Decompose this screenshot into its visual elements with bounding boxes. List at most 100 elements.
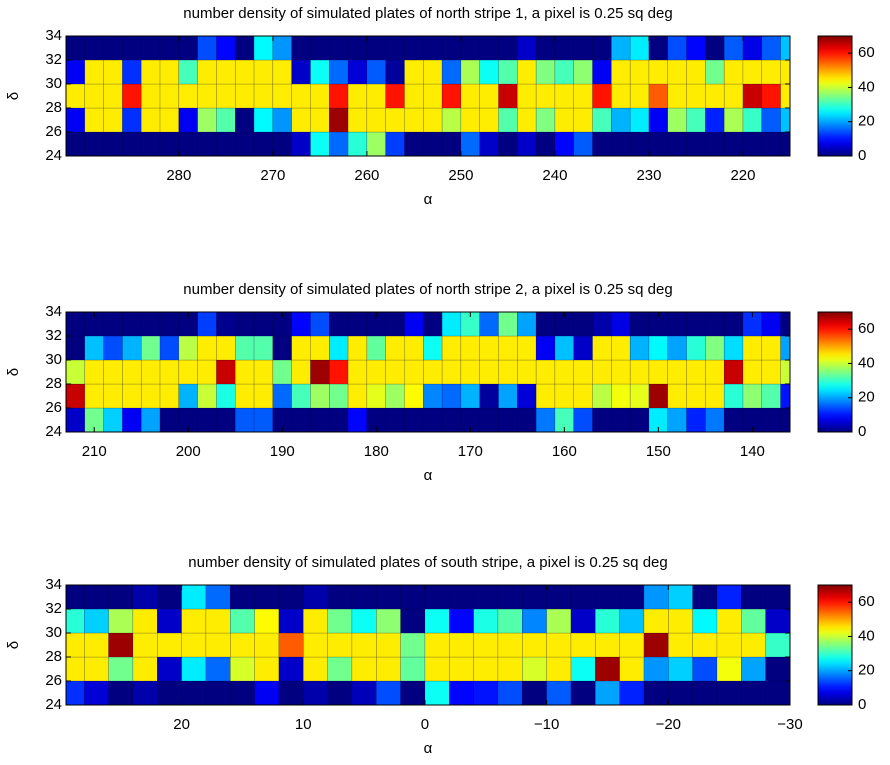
heatmap-cell xyxy=(84,107,104,133)
heatmap-cell xyxy=(667,83,687,109)
heatmap-cell xyxy=(132,680,158,705)
heatmap-cell xyxy=(132,585,158,610)
heatmap-cell xyxy=(351,585,377,610)
heatmap-cell xyxy=(761,36,781,61)
heatmap-cell xyxy=(546,656,572,682)
y-tick-label: 34 xyxy=(45,303,62,320)
heatmap-cell xyxy=(761,107,781,133)
heatmap-cell xyxy=(595,585,620,610)
heatmap-cell xyxy=(291,36,311,61)
heatmap-cell xyxy=(423,359,443,385)
heatmap-cell xyxy=(108,632,134,658)
heatmap-cell xyxy=(592,383,612,409)
heatmap-cell xyxy=(327,680,353,705)
heatmap-cell xyxy=(181,680,207,705)
heatmap-cell xyxy=(592,131,612,156)
heatmap-cell xyxy=(159,407,180,432)
heatmap-cell xyxy=(404,312,424,337)
heatmap-cell xyxy=(366,59,386,85)
heatmap-cell xyxy=(517,407,537,432)
heatmap-cell xyxy=(376,680,401,705)
colorbar xyxy=(817,35,853,157)
heatmap-cell xyxy=(140,312,161,337)
heatmap-cell xyxy=(376,608,401,634)
heatmap-cell xyxy=(498,83,518,109)
heatmap-cell xyxy=(716,680,742,705)
heatmap-cell xyxy=(272,335,292,361)
heatmap-cell xyxy=(497,680,523,705)
heatmap-cell xyxy=(84,608,109,634)
heatmap-cell xyxy=(473,680,499,705)
heatmap-cell xyxy=(765,585,790,610)
heatmap-cell xyxy=(310,83,330,109)
heatmap-cell xyxy=(216,383,236,409)
heatmap-cell xyxy=(197,407,217,432)
y-tick-label: 32 xyxy=(45,600,62,617)
colorbar-tick-label: 60 xyxy=(858,44,875,61)
heatmap-cell xyxy=(498,36,518,61)
heatmap-cell xyxy=(366,383,386,409)
heatmap-cell xyxy=(497,632,523,658)
heatmap-cell xyxy=(376,632,401,658)
heatmap-cell xyxy=(272,36,292,61)
heatmap-cell xyxy=(686,107,706,133)
heatmap-cell xyxy=(84,131,104,156)
heatmap-cell xyxy=(66,383,86,409)
heatmap-cell xyxy=(643,680,669,705)
heatmap-cell xyxy=(619,632,645,658)
heatmap-cell xyxy=(253,335,274,361)
colorbar-tick-label: 40 xyxy=(858,627,875,644)
heatmap-cell xyxy=(140,83,161,109)
heatmap-cell xyxy=(291,359,311,385)
heatmap-cell xyxy=(479,83,499,109)
heatmap-cell xyxy=(573,335,593,361)
heatmap-cell xyxy=(122,407,142,432)
heatmap-cell xyxy=(761,131,781,156)
heatmap-cell xyxy=(404,59,424,85)
axes-frame xyxy=(65,584,791,706)
heatmap-cell xyxy=(473,585,499,610)
heatmap-cell xyxy=(441,383,462,409)
heatmap-cell xyxy=(473,656,499,682)
heatmap-cell xyxy=(385,107,405,133)
heatmap-cell xyxy=(157,585,182,610)
heatmap-cell xyxy=(723,107,744,133)
heatmap-cell xyxy=(216,359,236,385)
heatmap-cell xyxy=(668,656,693,682)
heatmap-cell xyxy=(84,359,104,385)
heatmap-cell xyxy=(140,36,161,61)
heatmap-cell xyxy=(554,131,574,156)
heatmap-cell xyxy=(140,107,161,133)
heatmap-cell xyxy=(554,59,574,85)
heatmap-cell xyxy=(554,107,574,133)
heatmap-cell xyxy=(178,36,198,61)
heatmap-cell xyxy=(573,407,593,432)
heatmap-cell xyxy=(629,107,650,133)
y-axis-label: δ xyxy=(5,641,22,649)
heatmap-cell xyxy=(347,407,368,432)
heatmap-cell xyxy=(497,608,523,634)
heatmap-cell xyxy=(686,407,706,432)
heatmap-cell xyxy=(159,383,180,409)
heatmap-cell xyxy=(310,383,330,409)
heatmap-cell xyxy=(366,36,386,61)
heatmap-cell xyxy=(303,608,328,634)
heatmap-cell xyxy=(234,407,255,432)
heatmap-cell xyxy=(742,312,763,337)
heatmap-cell xyxy=(327,656,353,682)
heatmap-cell xyxy=(705,36,725,61)
heatmap-cell xyxy=(449,608,474,634)
heatmap-cell xyxy=(479,131,499,156)
x-tick-label: 210 xyxy=(82,443,107,460)
heatmap-cell xyxy=(742,335,763,361)
heatmap-cell xyxy=(554,383,574,409)
colorbar-tick-label: 0 xyxy=(858,423,866,440)
heatmap-cells xyxy=(66,312,790,432)
heatmap-cell xyxy=(423,131,443,156)
heatmap-cell xyxy=(84,632,109,658)
heatmap-cell xyxy=(686,312,706,337)
heatmap-cell xyxy=(254,680,280,705)
heatmap-cell xyxy=(668,632,693,658)
panel: number density of simulated plates of no… xyxy=(5,281,875,484)
